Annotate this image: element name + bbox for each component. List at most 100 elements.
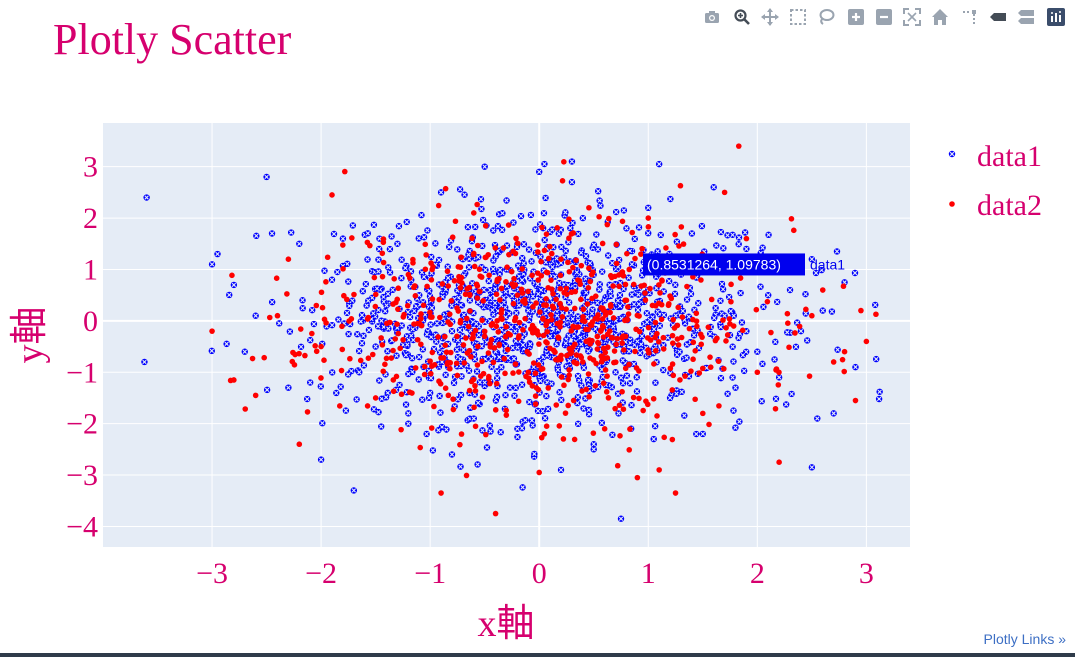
data2-point [666,301,672,307]
data1-point [833,248,841,255]
data2-point [599,240,606,247]
data2-point [669,332,676,339]
data2-point [602,312,609,318]
data2-point [553,402,560,408]
data2-point [339,323,345,330]
lasso-select-icon[interactable] [815,6,837,28]
data2-point [493,323,500,330]
data1-point [342,407,350,414]
data2-point [464,350,471,356]
data1-point [498,301,505,309]
data1-point [454,246,461,253]
data2-point [773,366,780,372]
data1-point [435,427,442,434]
legend-marker-data2 [949,201,955,207]
data2-point [504,346,511,353]
data1-point [474,399,482,406]
data2-point [372,303,379,310]
data2-point [395,306,401,312]
data2-point [422,266,429,273]
data2-point [656,467,662,473]
data2-point [530,360,537,366]
data2-point [493,380,500,387]
data2-point [566,235,572,242]
data2-point [693,310,700,317]
data2-point [472,423,479,430]
data2-point [364,239,371,246]
data2-point [369,351,376,358]
data2-point [483,431,489,438]
data2-point [580,359,586,365]
data2-point [558,305,565,311]
data2-point [312,343,318,349]
data1-point [593,231,600,238]
data1-point [735,234,743,241]
data2-point [421,371,428,378]
legend-item-data1[interactable]: data1 [948,140,1042,173]
data1-point [683,354,690,361]
data1-point [461,191,468,198]
spike-lines-icon[interactable] [959,6,981,28]
data1-point [493,368,501,375]
data1-point [355,347,363,355]
data2-point [563,306,569,312]
data2-point [535,332,542,338]
camera-icon[interactable] [701,6,723,28]
data2-point [566,216,572,223]
data1-point [594,246,602,253]
data2-point [548,277,554,283]
data2-point [424,283,430,290]
data2-point [390,388,397,395]
zoom-out-icon[interactable] [873,6,895,28]
data1-point [268,298,276,306]
data1-point [754,348,761,355]
data1-point [683,296,691,303]
plotly-links[interactable]: Plotly Links » [983,631,1066,647]
data1-point [494,222,502,230]
data2-point [599,316,606,322]
hover-compare-icon[interactable] [1015,6,1037,28]
data1-point [577,249,585,256]
data2-point [486,272,492,279]
data2-point [675,304,681,311]
data1-point [230,281,238,289]
data1-point [537,296,545,303]
data2-point [457,319,464,326]
data2-point [357,357,364,364]
data1-point [558,396,565,404]
legend-item-data2[interactable]: data2 [949,189,1042,222]
data1-point [456,186,464,193]
zoom-icon[interactable] [731,6,753,28]
autoscale-icon[interactable] [901,6,923,28]
box-select-icon[interactable] [787,6,809,28]
data2-point [482,254,489,261]
data2-point [841,368,848,375]
data1-point [558,243,565,251]
data1-point [297,343,305,350]
zoom-in-icon[interactable] [845,6,867,28]
reset-axes-icon[interactable] [929,6,951,28]
data2-point [525,288,531,295]
data2-point [616,283,622,290]
plotly-logo-icon[interactable] [1045,6,1067,28]
data2-point [379,250,386,257]
hover-closest-icon[interactable] [987,6,1009,28]
y-tick-labels: −4 −3 −2 −1 0 1 2 3 [66,151,98,544]
data2-point [477,288,483,295]
data1-point [645,229,652,237]
data1-point [477,196,485,203]
data1-point [299,304,306,312]
data1-point [437,409,444,416]
data1-point [317,383,324,390]
data1-point [481,163,488,170]
data2-point [479,358,485,365]
data2-point [509,281,515,287]
data2-point [639,245,645,252]
data2-point [505,330,512,337]
pan-icon[interactable] [759,6,781,28]
data1-point [631,235,638,243]
data1-point [633,374,640,381]
data2-point [338,367,345,374]
data2-point [654,330,660,337]
